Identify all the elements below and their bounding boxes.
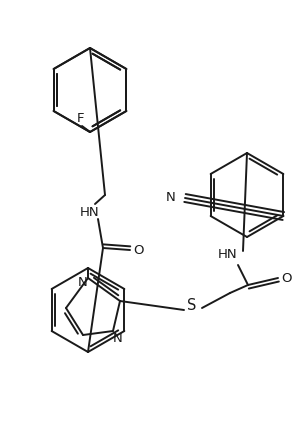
Text: O: O <box>133 243 143 256</box>
Text: N: N <box>166 190 176 203</box>
Text: F: F <box>76 112 84 125</box>
Text: HN: HN <box>80 205 100 218</box>
Text: O: O <box>281 272 291 285</box>
Text: S: S <box>187 298 197 312</box>
Text: HN: HN <box>218 248 238 261</box>
Text: N: N <box>113 333 123 346</box>
Text: N: N <box>78 277 88 290</box>
